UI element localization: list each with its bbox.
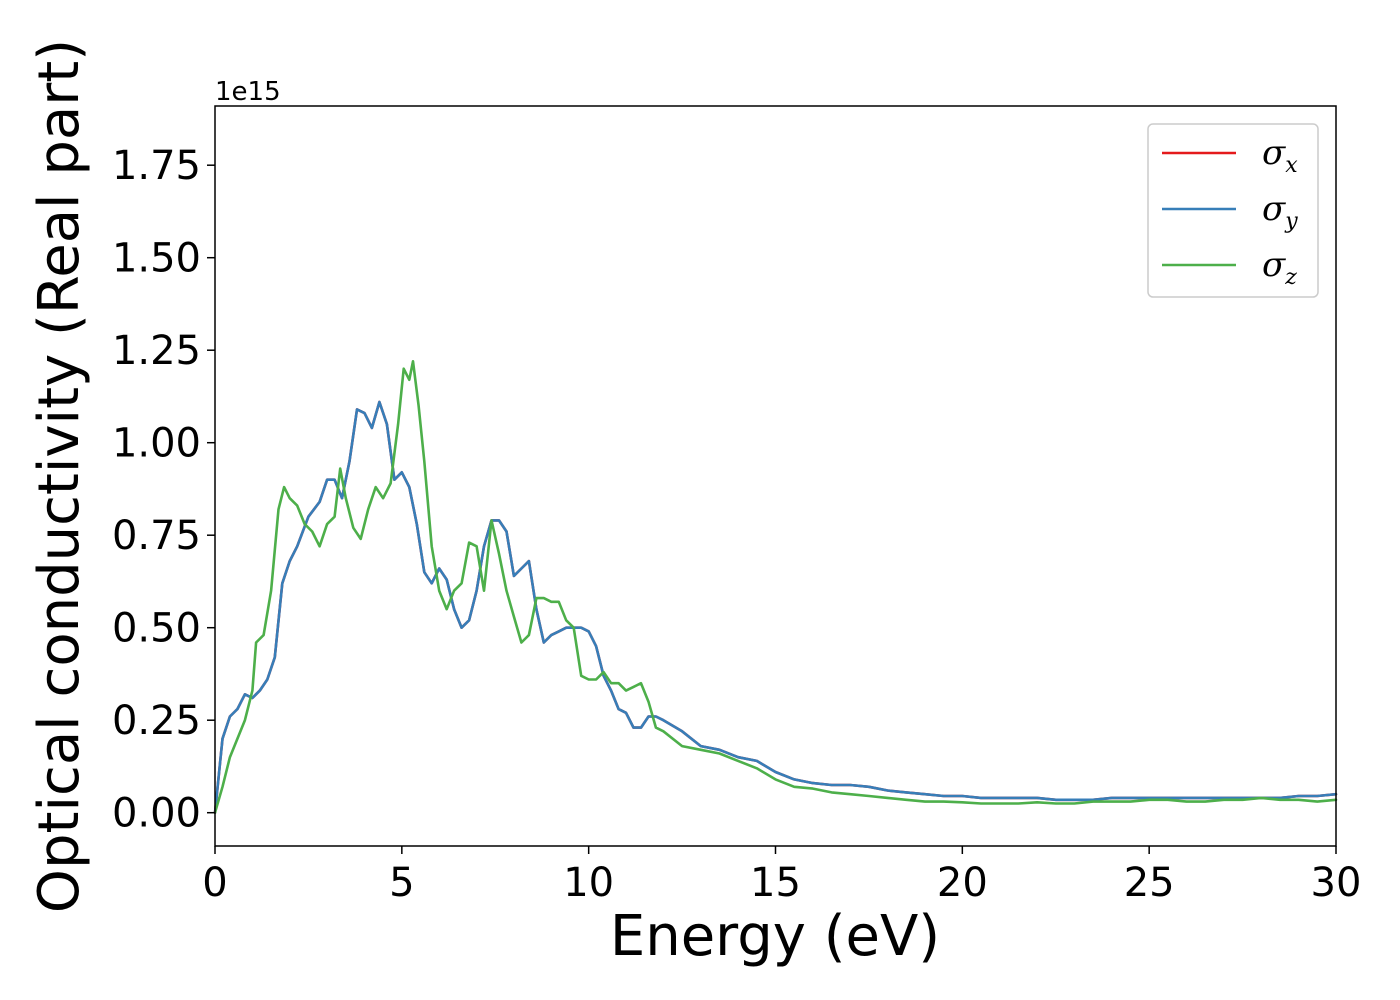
x-tick-label: 20: [937, 860, 988, 906]
y-offset-label: 1e15: [215, 77, 281, 107]
legend-label-z: σz: [1262, 245, 1297, 290]
legend-box: [1147, 123, 1319, 298]
y-axis-ticks: 0.00 0.25 0.50 0.75 1.00 1.25 1.50 1.75: [112, 143, 215, 837]
x-tick-label: 0: [202, 860, 227, 906]
y-tick-label: 1.00: [112, 421, 201, 467]
x-tick-label: 30: [1311, 860, 1362, 906]
legend-label-x: σx: [1262, 133, 1298, 178]
legend-label-y: σy: [1262, 189, 1298, 234]
y-tick-label: 0.50: [112, 606, 201, 652]
x-tick-label: 10: [563, 860, 614, 906]
y-tick-label: 1.50: [112, 236, 201, 282]
x-tick-label: 25: [1124, 860, 1175, 906]
y-tick-label: 0.75: [112, 513, 201, 559]
y-tick-label: 0.25: [112, 698, 201, 744]
series-line-y: [213, 400, 1338, 814]
x-axis-ticks: 0 5 10 15 20 25 30: [202, 846, 1361, 906]
legend: σx σy σz: [1147, 123, 1319, 298]
x-tick-label: 5: [389, 860, 414, 906]
series-line-z: [213, 360, 1338, 814]
x-tick-label: 15: [750, 860, 801, 906]
x-axis-title: Energy (eV): [610, 904, 940, 969]
series-layer: [213, 360, 1338, 814]
y-tick-label: 0.00: [112, 791, 201, 837]
y-tick-label: 1.25: [112, 328, 201, 374]
y-axis-title: Optical conductivity (Real part): [27, 39, 92, 913]
y-tick-label: 1.75: [112, 143, 201, 189]
